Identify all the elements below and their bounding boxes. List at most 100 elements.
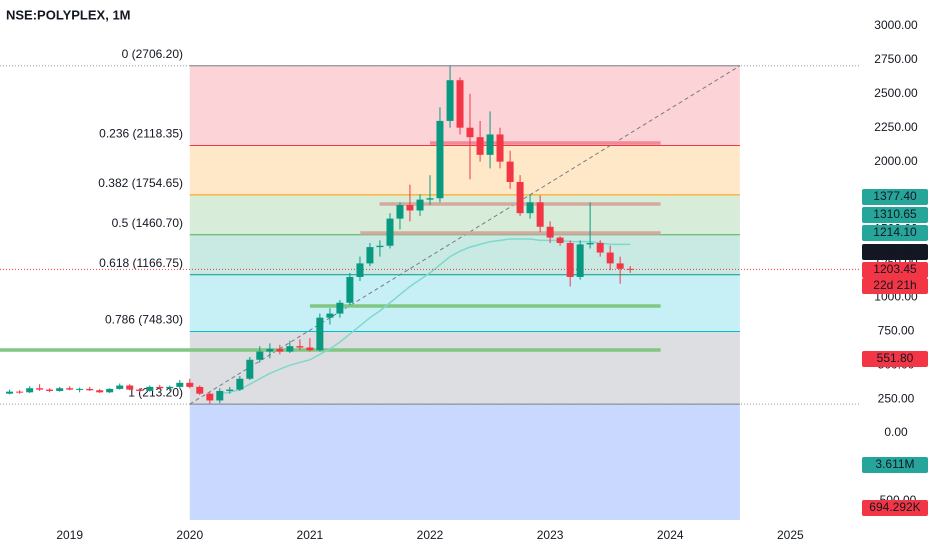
price-badge — [862, 207, 928, 223]
price-badge-label: 1203.45 — [873, 262, 917, 276]
candle-body — [366, 247, 374, 264]
candle-body — [386, 218, 394, 246]
candle-body — [86, 388, 94, 391]
candle-body — [216, 390, 224, 401]
price-badge-label: 1310.65 — [873, 207, 917, 221]
fib-zone — [189, 404, 740, 520]
fib-zone — [189, 145, 740, 195]
candle-body — [26, 388, 34, 393]
y-tick-label: 750.00 — [878, 323, 915, 337]
fib-zone — [189, 331, 740, 405]
price-badge — [862, 351, 928, 367]
candle-body — [166, 386, 174, 389]
price-badge-label: 1205.55 — [873, 244, 917, 258]
candle-body — [256, 351, 264, 360]
candle-body — [296, 346, 304, 348]
candle-body — [346, 276, 354, 303]
candle-body — [226, 389, 234, 391]
price-badge — [862, 244, 928, 260]
candle-body — [246, 359, 254, 379]
candle-body — [436, 120, 444, 199]
plot-area: 0 (2706.20) 0.236 (2118.35) 0.382 (1754.65… — [0, 47, 860, 520]
candle-body — [606, 252, 614, 264]
candle-body — [586, 243, 594, 245]
candle-body — [376, 245, 384, 248]
price-badge-label: 22d 21h — [873, 278, 916, 292]
fib-label: 0 (2706.20) — [122, 47, 183, 61]
candle-body — [576, 244, 584, 277]
candle-body — [526, 202, 534, 214]
price-badge-label: 1214.10 — [873, 225, 917, 239]
candle-body — [446, 80, 454, 121]
candle-body — [116, 385, 124, 389]
price-badge — [862, 189, 928, 205]
candle-body — [236, 378, 244, 390]
candle-body — [496, 134, 504, 162]
x-tick-label: 2022 — [417, 528, 444, 542]
candle-body — [46, 389, 54, 391]
candle-body — [306, 347, 314, 351]
y-tick-label: 2000.00 — [874, 154, 918, 168]
candle-body — [96, 390, 104, 393]
fib-zone — [189, 65, 740, 146]
candle-body — [516, 181, 524, 214]
candle-body — [536, 202, 544, 227]
candle-body — [476, 137, 484, 155]
candle-body — [76, 388, 84, 390]
x-tick-label: 2020 — [176, 528, 203, 542]
candle-body — [626, 268, 634, 270]
candle-body — [106, 388, 114, 393]
candle-body — [156, 386, 164, 389]
candle-body — [546, 226, 554, 238]
candle-body — [316, 317, 324, 351]
y-tick-label: 0.00 — [884, 425, 908, 439]
candle-body — [206, 393, 214, 401]
price-badge-label: 3.611M — [875, 457, 914, 471]
x-tick-label: 2019 — [56, 528, 83, 542]
candle-body — [176, 382, 184, 387]
candle-body — [616, 263, 624, 269]
candle-body — [426, 198, 434, 200]
candle-body — [356, 263, 364, 277]
candle-body — [286, 346, 294, 352]
price-badge — [862, 457, 928, 473]
x-tick-label: 2024 — [657, 528, 684, 542]
fib-zone — [189, 274, 740, 332]
price-badge-label: 694.292K — [869, 500, 920, 514]
candle-body — [406, 205, 414, 211]
candle-body — [416, 199, 424, 211]
candle-body — [326, 313, 334, 318]
candle-body — [36, 388, 44, 390]
chart-title: NSE:POLYPLEX, 1M — [6, 7, 131, 22]
price-badge-label: 551.80 — [877, 351, 914, 365]
candle-body — [186, 382, 194, 387]
candle-body — [596, 243, 604, 253]
candle-body — [336, 302, 344, 314]
candle-body — [66, 388, 74, 390]
y-tick-label: 2750.00 — [874, 52, 918, 66]
x-tick-label: 2023 — [537, 528, 564, 542]
y-tick-label: 250.00 — [878, 391, 915, 405]
candle-body — [126, 385, 134, 390]
fib-label: 0.382 (1754.65) — [98, 176, 183, 190]
fib-zone — [189, 234, 740, 275]
candle-body — [266, 348, 274, 352]
candle-body — [506, 161, 514, 182]
candle-body — [6, 391, 14, 394]
fib-zone — [189, 194, 740, 235]
candle-body — [566, 243, 574, 277]
y-tick-label: 3000.00 — [874, 18, 918, 32]
fib-label: 0.5 (1460.70) — [112, 216, 183, 230]
candle-body — [556, 237, 564, 244]
axes: -500.00-250.000.00250.00500.00750.001000… — [56, 18, 928, 542]
fib-label: 0.236 (2118.35) — [99, 127, 183, 141]
candle-body — [56, 388, 64, 391]
price-badge — [862, 500, 928, 516]
price-badge — [862, 278, 928, 294]
candle-body — [196, 386, 204, 394]
trend-line — [189, 65, 741, 405]
y-tick-label: 2500.00 — [874, 86, 918, 100]
price-badge — [862, 262, 928, 278]
candle-body — [396, 205, 404, 219]
